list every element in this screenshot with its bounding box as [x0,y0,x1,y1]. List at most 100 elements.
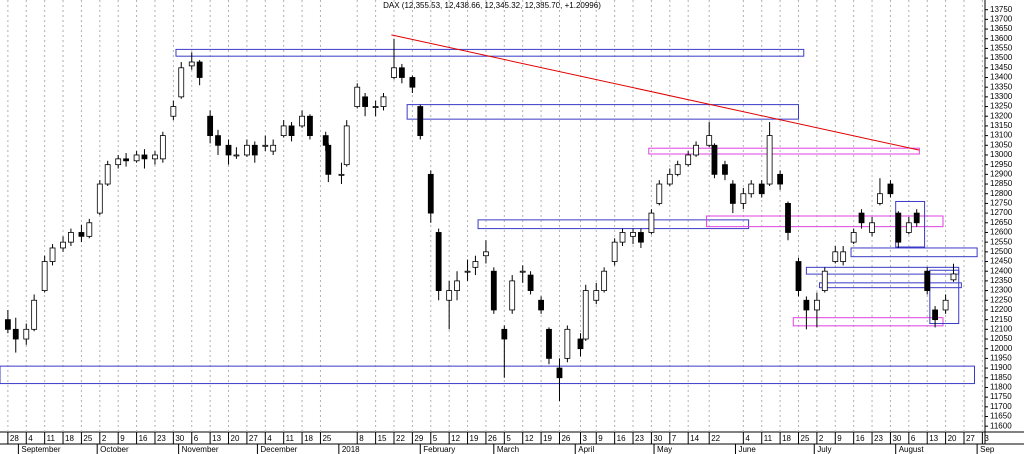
candle-body [913,212,920,224]
x-tick-label: 26 [561,434,570,443]
x-tick-label: 25 [801,434,810,443]
y-tick-label: 12700 [990,208,1013,217]
candle-body [380,96,387,107]
y-tick-label: 12300 [990,286,1013,295]
candle-body [427,173,434,214]
candle-body [656,183,663,204]
candle-body [68,232,74,243]
zone [850,247,978,258]
candle-body [244,144,250,156]
y-tick-label: 12400 [990,266,1013,275]
y-tick-label: 13150 [990,121,1013,130]
candle-body [803,299,810,311]
candle-body [133,154,140,162]
x-tick-label: 11 [286,434,295,443]
zone [706,215,944,228]
candle-body [354,86,361,107]
candle-body [758,183,765,195]
candle-body [483,251,489,257]
x-tick-label: 18 [782,434,791,443]
x-tick-label: 23 [635,434,644,443]
candle-body [519,270,526,273]
candle-body [322,135,329,146]
zone [648,147,920,155]
candle-body [942,299,949,311]
candle-body [601,270,608,291]
candle-body [391,67,397,78]
candle-body [638,232,644,243]
x-tick-label: 12 [451,434,460,443]
candle-body [123,158,129,162]
y-tick-label: 13400 [990,73,1013,82]
candle-body [372,106,379,108]
y-tick-label: 12950 [990,160,1013,169]
y-tick-label: 13450 [990,63,1013,72]
candle-body [895,212,902,243]
x-tick-label: 6 [911,434,916,443]
x-tick-label: 2 [819,434,824,443]
x-tick-label: 9 [837,434,842,443]
candle-body [869,222,875,233]
candle-body [509,280,516,311]
candle-body [398,67,405,78]
candle-body [270,144,277,152]
x-tick-label: 3 [984,434,989,443]
y-tick-label: 11650 [990,412,1012,421]
x-tick-label: 3 [582,434,587,443]
x-tick-label: 27 [249,434,258,443]
x-tick-label: 5 [506,434,511,443]
candle-body [706,135,713,146]
y-tick-label: 11900 [990,363,1012,372]
y-tick-label: 12750 [990,199,1013,208]
y-tick-label: 13250 [990,102,1013,111]
x-tick-label: 6 [194,434,199,443]
y-tick-label: 12650 [990,218,1013,227]
candle-body [307,115,313,137]
y-tick-label: 11750 [990,392,1012,401]
x-tick-label: 11 [47,434,56,443]
y-tick-label: 11850 [990,373,1012,382]
candle-body [858,212,865,224]
y-tick-label: 12250 [990,295,1013,304]
y-tick-label: 13600 [990,34,1013,43]
y-tick-label: 12450 [990,257,1013,266]
x-tick-label: 8 [359,434,364,443]
candle-body [666,173,673,185]
candle-body [740,193,747,204]
candle-body [674,164,681,175]
candle-body [23,328,30,340]
y-tick-label: 12150 [990,315,1013,324]
candle-body [501,328,508,340]
candle-body [343,125,350,166]
candle-body [362,96,369,107]
candle-body [417,106,424,137]
x-tick-label: 9 [598,434,603,443]
candle-body [785,203,791,233]
candle-body [12,328,19,340]
x-tick-label: 4 [745,434,750,443]
candle-body [96,183,103,214]
y-tick-label: 12050 [990,334,1013,343]
candle-body [338,173,345,176]
x-tick-label: 18 [65,434,74,443]
x-tick-label: 4 [28,434,33,443]
candle-body [593,290,600,301]
x-tick-label: 16 [617,434,626,443]
y-tick-label: 12900 [990,169,1013,178]
candle-body [619,232,626,243]
month-label: June [738,445,756,454]
y-tick-label: 13050 [990,140,1013,149]
month-label: November [182,445,219,454]
y-tick-label: 12550 [990,237,1013,246]
x-tick-label: 15 [378,434,387,443]
candle-body [729,183,736,204]
y-tick-label: 13750 [990,5,1013,14]
x-tick-label: 26 [488,434,497,443]
y-tick-label: 13100 [990,131,1013,140]
y-tick-label: 12000 [990,344,1013,353]
candle-body [795,261,802,291]
candle-body [446,290,453,301]
candle-body [262,144,269,147]
